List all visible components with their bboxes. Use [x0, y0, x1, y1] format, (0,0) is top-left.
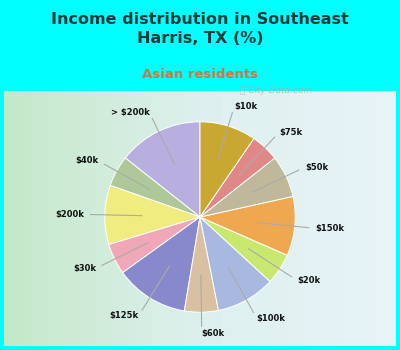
Text: $125k: $125k — [110, 311, 139, 320]
Wedge shape — [200, 122, 254, 217]
Wedge shape — [110, 158, 200, 217]
Text: ⓘ City-Data.com: ⓘ City-Data.com — [240, 86, 312, 95]
Wedge shape — [105, 186, 200, 245]
Wedge shape — [200, 196, 295, 255]
Wedge shape — [200, 139, 275, 217]
Wedge shape — [200, 217, 287, 281]
Text: $75k: $75k — [279, 128, 302, 136]
Wedge shape — [125, 122, 200, 217]
Text: > $200k: > $200k — [111, 108, 149, 117]
Text: Asian residents: Asian residents — [142, 68, 258, 81]
Wedge shape — [200, 158, 293, 217]
Text: $200k: $200k — [55, 210, 84, 219]
Wedge shape — [184, 217, 218, 312]
Text: $40k: $40k — [75, 156, 98, 166]
Text: $60k: $60k — [202, 329, 225, 338]
Text: $150k: $150k — [316, 224, 344, 233]
Wedge shape — [123, 217, 200, 311]
Text: $20k: $20k — [297, 276, 320, 285]
Text: $100k: $100k — [257, 314, 286, 323]
Wedge shape — [109, 217, 200, 273]
Wedge shape — [200, 217, 270, 310]
Text: $30k: $30k — [73, 264, 96, 273]
Text: $50k: $50k — [305, 163, 328, 172]
Text: $10k: $10k — [234, 102, 258, 111]
Text: Income distribution in Southeast
Harris, TX (%): Income distribution in Southeast Harris,… — [51, 12, 349, 46]
